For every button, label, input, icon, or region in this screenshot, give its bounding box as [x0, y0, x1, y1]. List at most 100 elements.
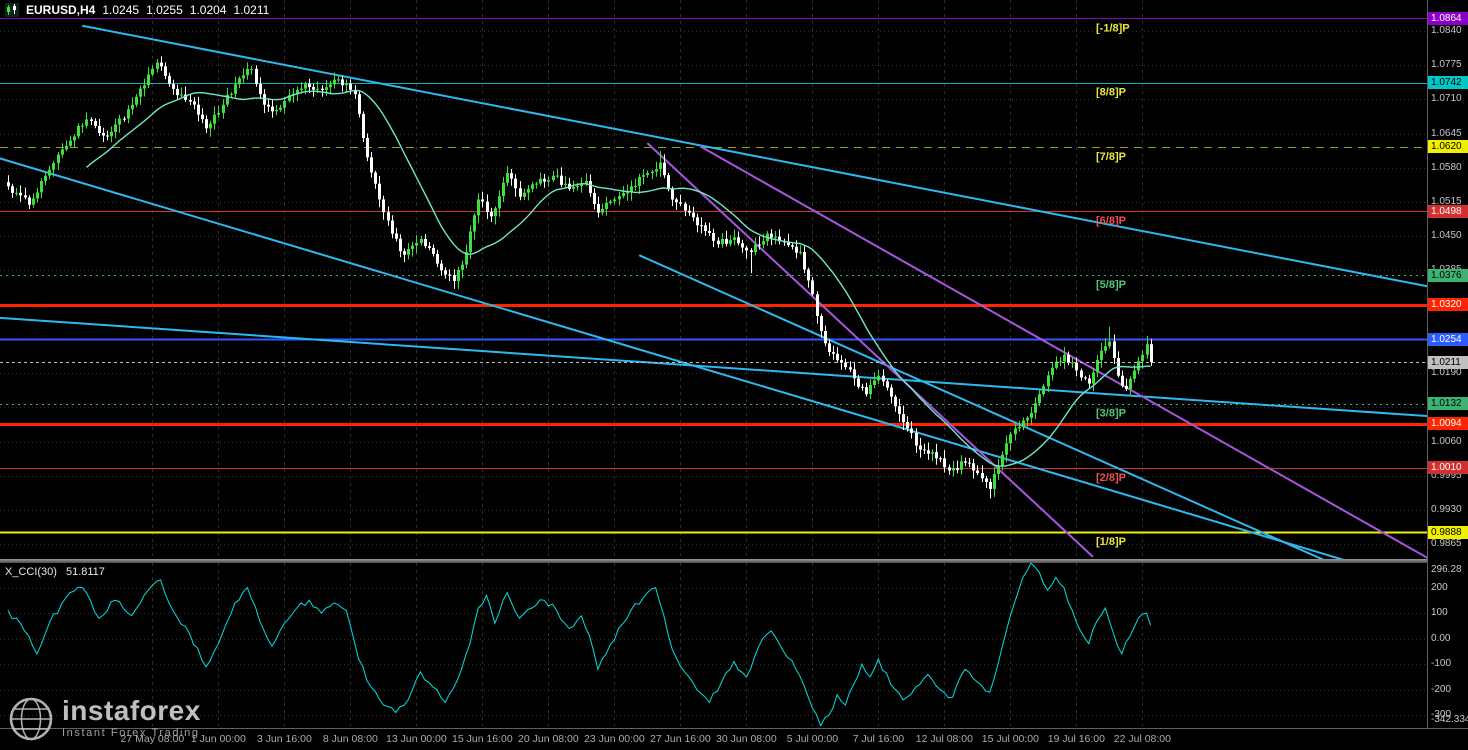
time-axis-label: 7 Jul 16:00	[852, 733, 905, 745]
descending-channel-upper[interactable]	[82, 24, 1427, 294]
candle-body	[609, 201, 612, 203]
candle-body	[605, 202, 608, 209]
candle-body	[300, 88, 303, 91]
candle-body	[626, 192, 629, 194]
candle-body	[1063, 354, 1066, 362]
price-tick-label: 1.0710	[1431, 93, 1462, 105]
cci-line	[7, 563, 1152, 726]
candle-body	[374, 172, 377, 184]
candle-body	[721, 238, 724, 245]
high-value: 1.0255	[146, 3, 183, 17]
candle-body	[230, 93, 233, 95]
candle-body	[531, 184, 534, 189]
steep-violet-trendline-1[interactable]	[646, 142, 1094, 558]
candle-body	[432, 247, 435, 254]
murrey-price-tag: 0.9888	[1428, 525, 1468, 539]
shallow-descending-line[interactable]	[0, 316, 1427, 419]
candle-body	[234, 84, 237, 94]
candle-body	[250, 68, 253, 70]
candle-body	[1001, 454, 1004, 466]
panel-separator[interactable]	[0, 559, 1468, 563]
candle-body	[366, 138, 369, 158]
candle-body	[696, 217, 699, 226]
candle-body	[57, 154, 60, 164]
candle-body	[436, 253, 439, 264]
murrey-level-label: [1/8]P	[1096, 536, 1126, 548]
time-axis-label: 15 Jun 16:00	[452, 733, 513, 745]
cci-tick-label: -100	[1431, 658, 1452, 670]
candle-body	[127, 109, 130, 119]
candle-body	[19, 192, 22, 196]
candle-body	[325, 87, 328, 90]
time-axis-label: 8 Jun 08:00	[322, 733, 378, 745]
candle-body	[180, 94, 183, 96]
candle-body	[824, 331, 827, 344]
candle-body	[601, 209, 604, 213]
steep-violet-trendline-2[interactable]	[700, 145, 1427, 560]
candle-body	[791, 245, 794, 247]
time-axis-label: 5 Jul 00:00	[786, 733, 839, 745]
candle-body	[255, 68, 258, 84]
price-tick-label: 1.0840	[1431, 25, 1462, 36]
candle-body	[754, 244, 757, 253]
time-axis-label: 3 Jun 16:00	[256, 733, 312, 745]
candle-body	[114, 124, 117, 132]
chart-canvas[interactable]: [-1/8]P [8/8]P [7/8]P [6/8]P [5/8]P [3/8]P [2/…	[0, 0, 1427, 728]
indicator-value: 51.8117	[65, 566, 105, 578]
candle-body	[547, 180, 550, 182]
candle-body	[415, 243, 418, 246]
candle-body	[448, 274, 451, 276]
time-axis-label: 12 Jul 08:00	[915, 733, 973, 745]
murrey-level-label: [5/8]P	[1096, 279, 1126, 291]
candle-body	[679, 202, 682, 204]
price-axis[interactable]: 1.0840 1.0775 1.0710 1.0645 1.0580 1.0515 1.04…	[1428, 0, 1468, 728]
time-axis-label: 15 Jul 00:00	[981, 733, 1039, 745]
candle-body	[123, 118, 126, 120]
candle-body	[48, 169, 51, 176]
chart-title-bar: EURUSD,H4 1.0245 1.0255 1.0204 1.0211	[5, 3, 269, 17]
candle-body	[519, 188, 522, 197]
candle-body	[556, 175, 559, 177]
murrey-price-tag: 1.0132	[1428, 397, 1468, 411]
murrey-level-label: [6/8]P	[1096, 215, 1126, 227]
descending-channel-lower[interactable]	[0, 157, 1353, 562]
candle-body	[420, 238, 423, 243]
candle-body	[593, 192, 596, 204]
candle-body	[494, 208, 497, 217]
candle-body	[651, 171, 654, 174]
murrey-level-label: [7/8]P	[1096, 151, 1126, 163]
candle-body	[403, 251, 406, 255]
candle-body	[915, 433, 918, 446]
candle-body	[836, 353, 839, 361]
candle-body	[667, 175, 670, 190]
candle-body	[168, 75, 171, 85]
candle-body	[77, 125, 80, 137]
watermark-brand: instaforex	[62, 695, 201, 726]
candle-body	[349, 83, 352, 90]
candle-body	[189, 99, 192, 102]
murrey-price-tag: 1.0376	[1428, 268, 1468, 282]
candle-body	[552, 175, 555, 180]
candle-body	[882, 375, 885, 382]
candle-body	[337, 79, 340, 81]
short-descending-support[interactable]	[638, 254, 1325, 560]
candle-body	[1042, 386, 1045, 395]
time-axis-label: 20 Jun 08:00	[518, 733, 579, 745]
candle-body	[576, 185, 579, 187]
candle-body	[502, 182, 505, 197]
candle-body	[296, 90, 299, 94]
candle-body	[989, 482, 992, 489]
candle-body	[787, 241, 790, 246]
candle-body	[708, 231, 711, 233]
candle-body	[758, 244, 761, 246]
candle-body	[1009, 434, 1012, 444]
candle-body	[1084, 377, 1087, 379]
candle-body	[725, 238, 728, 244]
candle-body	[498, 196, 501, 209]
candle-body	[890, 387, 893, 397]
candle-body	[1071, 362, 1074, 364]
candle-body	[209, 123, 212, 129]
cci-tick-label: -200	[1431, 683, 1452, 695]
time-axis[interactable]: 27 May 08:00 1 Jun 00:00 3 Jun 16:00 8 Jun …	[0, 729, 1468, 750]
price-tick-label: 1.0580	[1431, 161, 1462, 173]
